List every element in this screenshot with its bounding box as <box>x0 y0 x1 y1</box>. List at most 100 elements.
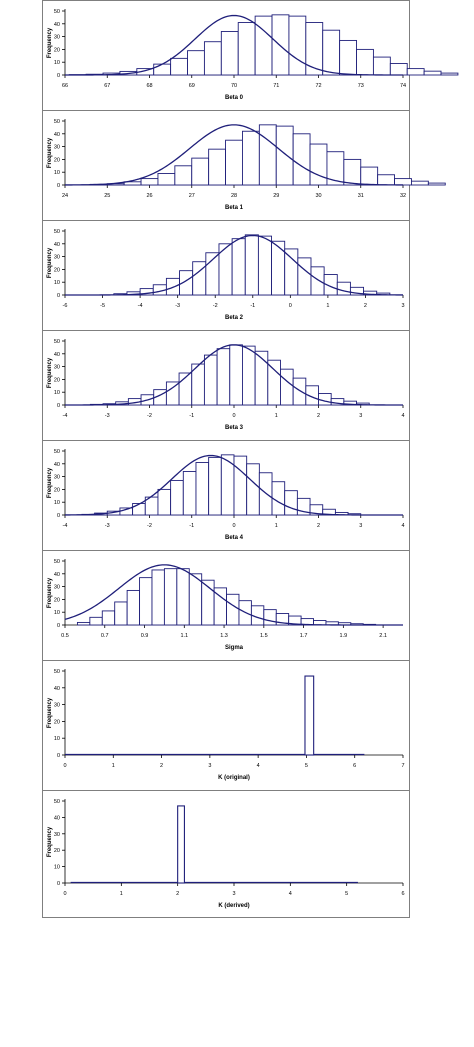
x-tick-label: 70 <box>231 83 237 89</box>
histogram-bar <box>377 174 395 186</box>
chart-svg: 0 10 20 30 40 50 Frequency 0 1 2 3 4 5 6 K (derived) <box>47 799 405 909</box>
x-tick-label: 2 <box>364 303 367 309</box>
histogram-bar <box>231 238 246 296</box>
y-axis-label: Frequency <box>47 27 53 58</box>
histogram-bar <box>153 63 172 76</box>
y-tick-label: 50 <box>54 799 60 805</box>
histogram-bar <box>195 462 210 516</box>
y-tick-label: 40 <box>54 242 60 248</box>
x-tick-label: -2 <box>147 523 152 529</box>
histogram-bar <box>225 139 243 186</box>
panel-beta4: 0 10 20 30 40 50 Frequency -4 -3 -2 -1 0 1 2 3 4 Beta 4 <box>43 441 409 551</box>
panel-beta1: 0 10 20 30 40 50 Frequency 24 25 26 27 28 29 30 31 32 Be… <box>43 111 446 221</box>
x-tick-label: -2 <box>147 413 152 419</box>
histogram-bar <box>292 377 307 406</box>
chart-svg: 0 10 20 30 40 50 Frequency 0.5 0.7 0.9 1.1 1.3 1.5 1.… <box>47 559 403 651</box>
chart-svg: 0 10 20 30 40 50 Frequency -4 -3 -2 -1 0 1 2 3 4 Beta 3 <box>47 339 405 431</box>
y-tick-label: 30 <box>54 585 60 591</box>
y-tick-label: 20 <box>54 377 60 383</box>
y-tick-label: 40 <box>54 462 60 468</box>
x-tick-label: 5 <box>305 763 308 769</box>
histogram-bar <box>271 240 286 296</box>
y-tick-label: 10 <box>54 610 60 616</box>
x-tick-label: 4 <box>289 891 292 897</box>
histogram-bar <box>275 125 294 186</box>
x-tick-label: 4 <box>401 413 404 419</box>
x-tick-label: 1.9 <box>340 633 348 639</box>
histogram-bar <box>237 22 256 76</box>
histogram-bar <box>163 568 178 626</box>
x-tick-label: 2 <box>160 763 163 769</box>
y-axis-label: Frequency <box>47 357 53 388</box>
x-tick-label: 73 <box>358 83 364 89</box>
histogram-bar <box>76 621 91 626</box>
spike-bar <box>177 805 185 884</box>
y-tick-label: 30 <box>54 255 60 261</box>
panel-beta0: 0 10 20 30 40 50 Frequency 66 67 68 69 70 71 72 73 74 Be… <box>43 1 459 111</box>
x-tick-label: 1 <box>120 891 123 897</box>
histogram-bar <box>220 31 239 76</box>
histogram-bar <box>174 165 193 186</box>
y-tick-label: 0 <box>57 881 60 887</box>
histogram-bar <box>343 158 362 186</box>
y-tick-label: 30 <box>54 475 60 481</box>
x-tick-label: 1.3 <box>220 633 228 639</box>
y-tick-label: 30 <box>54 35 60 41</box>
x-axis-label: Beta 0 <box>225 95 244 101</box>
histogram-bar <box>187 50 205 76</box>
x-tick-label: 3 <box>232 891 235 897</box>
x-tick-label: 67 <box>104 83 110 89</box>
histogram-bar <box>309 143 328 186</box>
histogram-bar <box>372 56 391 76</box>
x-tick-label: -6 <box>63 303 68 309</box>
y-tick-label: 40 <box>54 132 60 138</box>
chart-svg: 0 10 20 30 40 50 Frequency 0 1 2 3 4 5 6 7 K (original) <box>47 669 405 781</box>
x-tick-label: 0.9 <box>141 633 149 639</box>
histogram-bar <box>203 41 222 76</box>
histogram-bar <box>310 266 325 296</box>
fitted-curve <box>64 344 404 406</box>
y-tick-label: 50 <box>54 449 60 455</box>
x-tick-label: 29 <box>273 193 279 199</box>
y-tick-label: 0 <box>57 623 60 629</box>
x-tick-label: 5 <box>345 891 348 897</box>
histogram-bar <box>280 368 294 406</box>
histogram-bar <box>182 471 197 516</box>
x-axis-label: K (original) <box>218 775 250 781</box>
x-tick-label: 74 <box>400 83 406 89</box>
histogram-bar <box>246 463 260 516</box>
y-tick-label: 50 <box>54 229 60 235</box>
chart-svg: 0 10 20 30 40 50 Frequency 24 25 26 27 28 29 30 31 32 Be… <box>47 119 446 211</box>
y-tick-label: 0 <box>57 753 60 759</box>
y-tick-label: 20 <box>54 597 60 603</box>
y-axis-label: Frequency <box>47 577 53 608</box>
y-tick-label: 50 <box>54 339 60 345</box>
histogram-bar <box>305 22 324 76</box>
x-tick-label: -1 <box>189 413 194 419</box>
x-tick-label: 31 <box>358 193 364 199</box>
x-tick-label: 66 <box>62 83 68 89</box>
x-tick-label: 3 <box>359 523 362 529</box>
x-tick-label: -4 <box>63 523 68 529</box>
y-tick-label: 20 <box>54 47 60 53</box>
fitted-curve <box>64 14 404 76</box>
x-tick-label: 4 <box>401 523 404 529</box>
y-tick-label: 30 <box>54 365 60 371</box>
x-tick-label: 30 <box>315 193 321 199</box>
histogram-bar <box>322 29 341 76</box>
histogram-bar <box>292 133 311 186</box>
x-tick-label: -4 <box>138 303 143 309</box>
histogram-bar <box>271 14 290 76</box>
histogram-bar <box>188 573 203 626</box>
x-axis-label: Beta 1 <box>225 205 244 211</box>
x-axis-label: Beta 3 <box>225 425 244 431</box>
x-tick-label: 0 <box>289 303 292 309</box>
x-tick-label: -1 <box>250 303 255 309</box>
y-axis-label: Frequency <box>47 826 53 857</box>
x-tick-label: 2 <box>317 413 320 419</box>
histogram-bar <box>216 348 231 406</box>
histogram-bar <box>267 359 281 406</box>
histogram-bar <box>157 488 172 516</box>
x-tick-label: 0 <box>232 523 235 529</box>
x-tick-label: 3 <box>359 413 362 419</box>
